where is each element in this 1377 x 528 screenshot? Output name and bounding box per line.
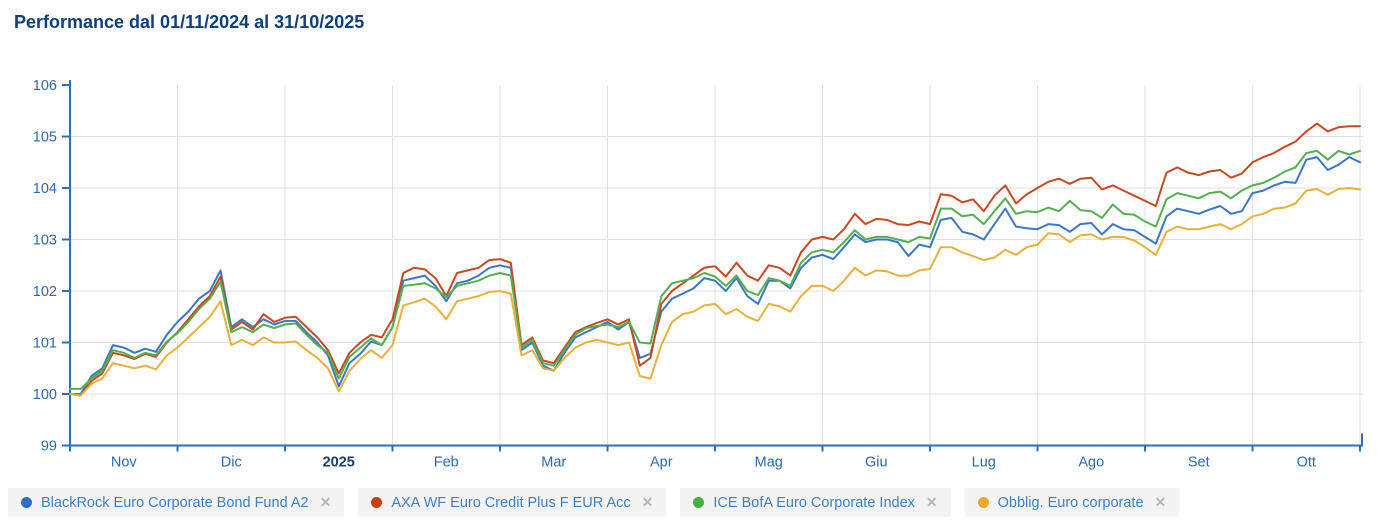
x-axis-label-ago: Ago — [1078, 455, 1104, 471]
y-axis-label-99: 99 — [41, 439, 57, 455]
series-color-dot-blue — [21, 497, 32, 508]
remove-series-icon[interactable]: ✕ — [319, 494, 332, 510]
y-axis-label-104: 104 — [33, 181, 57, 197]
page-title: Performance dal 01/11/2024 al 31/10/2025 — [14, 12, 365, 32]
x-axis-label-nov: Nov — [111, 455, 138, 471]
series-color-dot-green — [693, 497, 705, 508]
chart-area: 99 100 101 102 103 104 105 106 Nov Dic 2025 Feb Mar A… — [0, 42, 1377, 480]
x-axis-label-mar: Mar — [541, 455, 566, 471]
series-line-2 — [69, 149, 1361, 390]
x-axis-label-apr: Apr — [650, 455, 673, 471]
chart-legend: BlackRock Euro Corporate Bond Fund A2 ✕ … — [8, 488, 1377, 517]
performance-chart[interactable]: 99 100 101 102 103 104 105 106 Nov Dic 2025 Feb Mar A… — [0, 42, 1377, 480]
y-axis-label-106: 106 — [33, 78, 57, 94]
remove-series-icon[interactable]: ✕ — [1154, 494, 1167, 510]
x-axis-label-feb: Feb — [434, 455, 459, 471]
y-axis-label-100: 100 — [33, 387, 57, 403]
y-axis-label-101: 101 — [33, 336, 57, 352]
x-axis-label-mag: Mag — [755, 455, 783, 471]
legend-label: AXA WF Euro Credit Plus F EUR Acc — [391, 494, 631, 511]
x-axis-label-lug: Lug — [972, 455, 996, 471]
series-line-0 — [69, 156, 1361, 395]
y-axis-label-105: 105 — [33, 130, 57, 146]
legend-label: ICE BofA Euro Corporate Index — [713, 494, 915, 511]
legend-item-blackrock[interactable]: BlackRock Euro Corporate Bond Fund A2 ✕ — [8, 488, 345, 517]
y-axis-label-103: 103 — [33, 233, 57, 249]
legend-label: BlackRock Euro Corporate Bond Fund A2 — [41, 494, 309, 511]
series-line-3 — [69, 187, 1361, 397]
y-axis-label-102: 102 — [33, 284, 57, 300]
remove-series-icon[interactable]: ✕ — [641, 494, 654, 510]
series-color-dot-yellow — [977, 497, 989, 508]
x-axis-label-giu: Giu — [865, 455, 888, 471]
x-axis-label-set: Set — [1188, 455, 1210, 471]
x-axis-label-ott: Ott — [1297, 455, 1316, 471]
remove-series-icon[interactable]: ✕ — [925, 494, 938, 510]
legend-item-axa[interactable]: AXA WF Euro Credit Plus F EUR Acc ✕ — [358, 488, 667, 517]
legend-item-ice-bofa[interactable]: ICE BofA Euro Corporate Index ✕ — [680, 488, 951, 517]
series-line-1 — [69, 122, 1361, 397]
x-axis-label-dic: Dic — [221, 455, 242, 471]
legend-item-obblig[interactable]: Obblig. Euro corporate ✕ — [964, 488, 1180, 517]
series-color-dot-red — [371, 497, 383, 508]
legend-label: Obblig. Euro corporate — [997, 494, 1144, 511]
x-axis-label-2025: 2025 — [323, 455, 355, 471]
